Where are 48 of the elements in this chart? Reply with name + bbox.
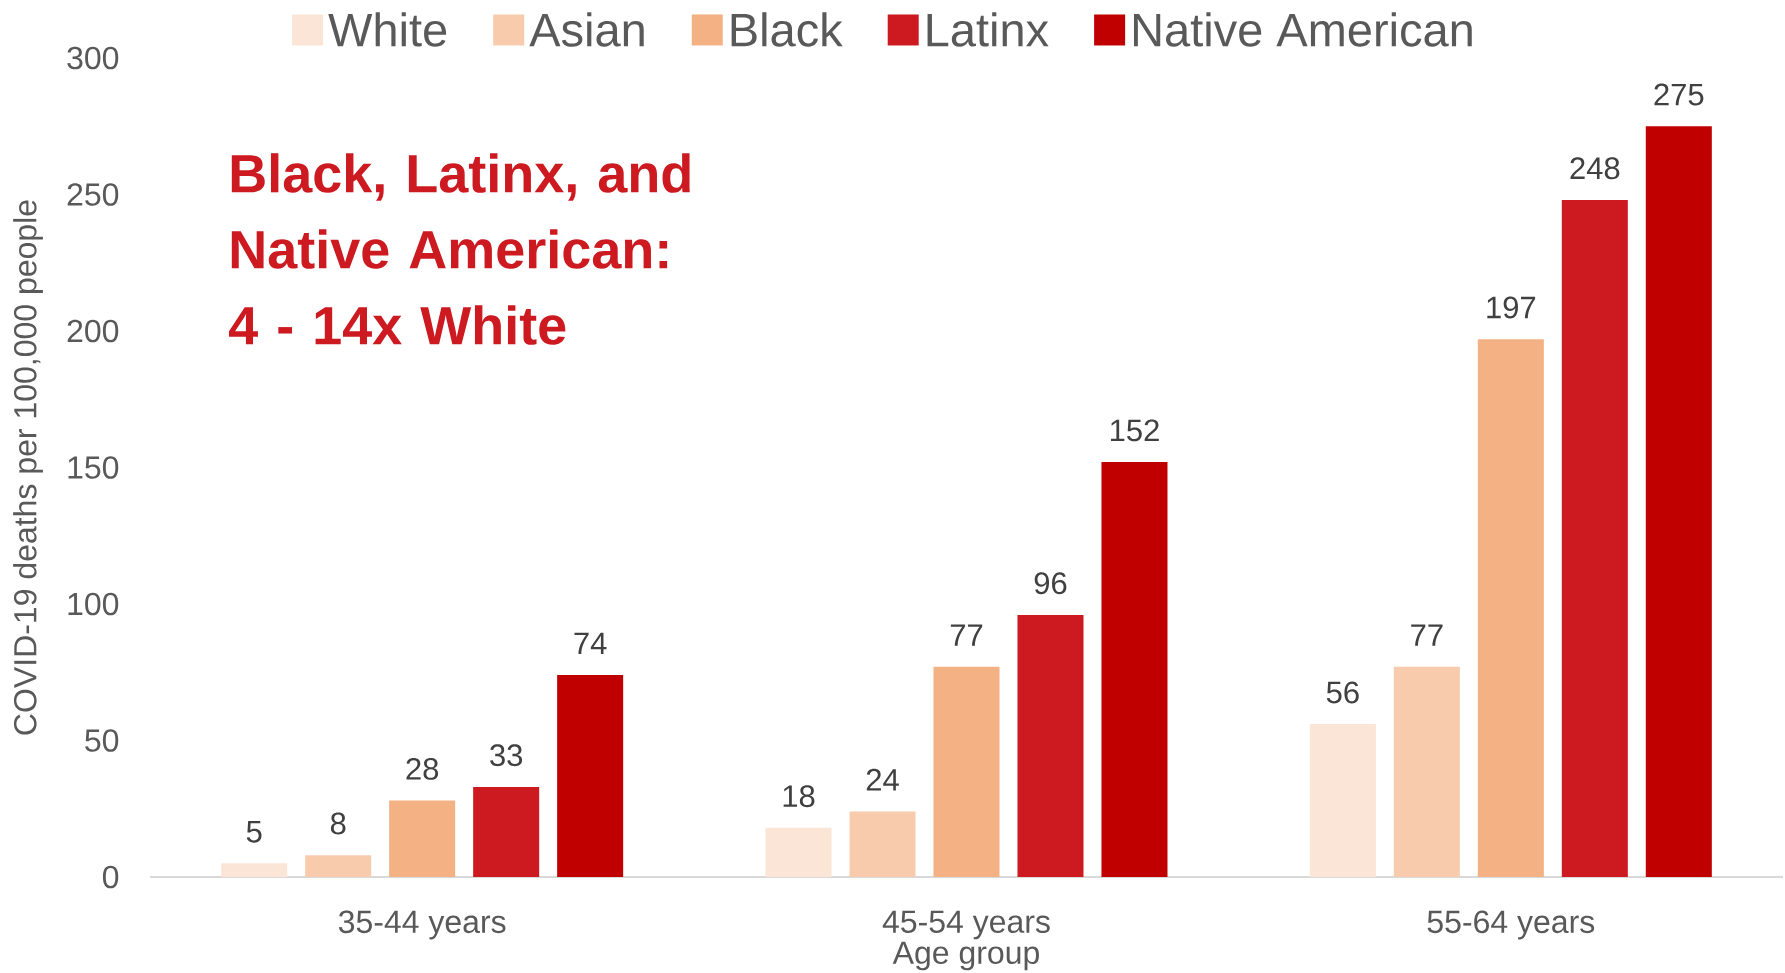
- data-label: 275: [1654, 83, 1704, 106]
- data-label: 96: [1034, 572, 1067, 595]
- y-tick-label: 50: [85, 729, 119, 752]
- data-label: 33: [490, 744, 523, 767]
- data-label: 18: [783, 785, 815, 808]
- bar: [1393, 666, 1460, 877]
- bar: [221, 863, 288, 877]
- data-label: 5: [246, 821, 262, 843]
- bar: [1477, 339, 1544, 877]
- annotation: Black, Latinx, and Native American: 4 - 14x White: [229, 153, 690, 345]
- bar: [933, 666, 1000, 877]
- data-label: 74: [574, 632, 607, 654]
- data-label: 77: [1411, 624, 1443, 646]
- y-tick-label: 250: [67, 183, 119, 206]
- legend-label: Black: [731, 12, 843, 47]
- y-tick-label: 0: [102, 865, 119, 889]
- y-tick-label: 300: [67, 46, 119, 70]
- data-label: 248: [1570, 157, 1620, 180]
- y-tick-label: 150: [68, 456, 119, 479]
- legend-label: Native American: [1133, 12, 1472, 47]
- bar: [389, 800, 456, 877]
- data-label: 152: [1110, 419, 1159, 442]
- data-label: 197: [1487, 296, 1536, 319]
- x-tick-label: 55-64 years: [1427, 910, 1595, 940]
- y-tick-label: 200: [67, 319, 119, 343]
- bar: [557, 674, 624, 877]
- legend-label: White: [328, 12, 447, 47]
- bar: [1309, 724, 1376, 877]
- y-axis-title: COVID-19 deaths per 100,000 people: [13, 200, 43, 735]
- bar: [305, 855, 372, 877]
- bar: [765, 827, 832, 877]
- data-label: 28: [406, 757, 439, 780]
- data-label: 24: [866, 768, 899, 791]
- legend-label: Latinx: [927, 12, 1049, 47]
- bar: [1561, 199, 1628, 877]
- bar: [473, 786, 540, 877]
- data-label: 77: [950, 624, 983, 646]
- data-label: 8: [330, 812, 346, 835]
- bar: [849, 811, 916, 877]
- bar: [1017, 614, 1084, 877]
- x-tick-label: 35-44 years: [338, 910, 506, 940]
- x-axis-title: Age group: [892, 941, 1039, 971]
- x-tick-label: 45-54 years: [882, 910, 1050, 940]
- data-label: 56: [1326, 681, 1359, 704]
- legend-label: Asian: [529, 12, 644, 47]
- bar: [1645, 126, 1712, 877]
- y-tick-label: 100: [68, 592, 119, 616]
- bar: [1101, 462, 1168, 877]
